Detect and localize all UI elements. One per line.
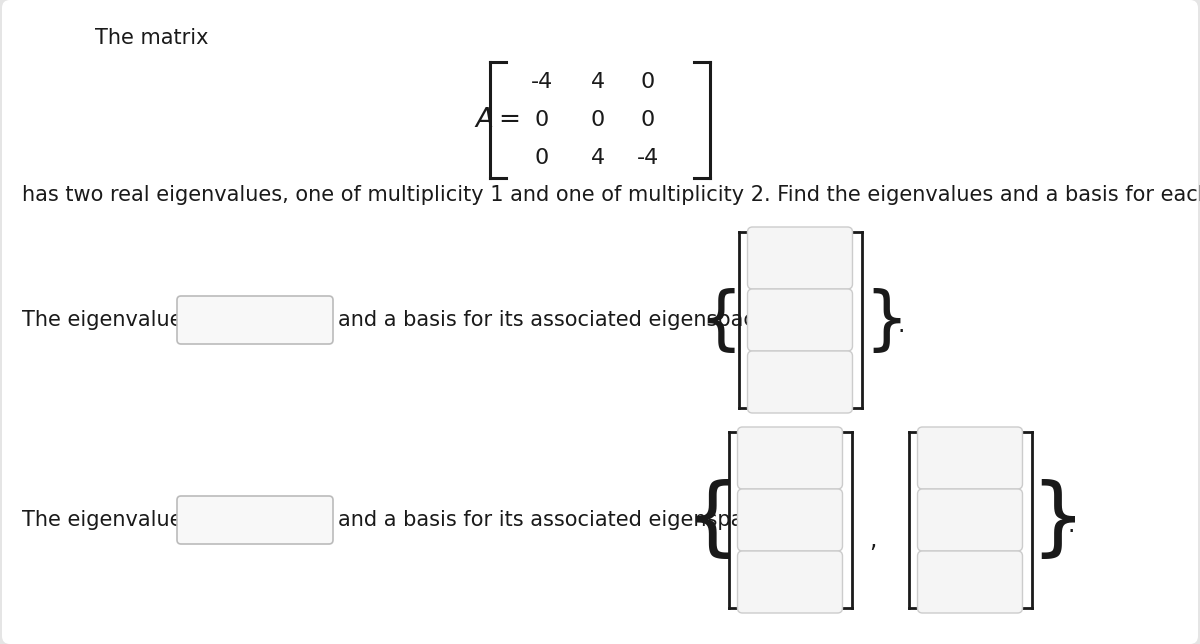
Text: -4: -4 — [637, 148, 659, 168]
FancyBboxPatch shape — [918, 551, 1022, 613]
FancyBboxPatch shape — [738, 551, 842, 613]
Text: $\{$: $\{$ — [684, 478, 730, 562]
Text: .: . — [898, 313, 905, 337]
FancyBboxPatch shape — [178, 496, 334, 544]
FancyBboxPatch shape — [748, 351, 852, 413]
Text: The eigenvalue λ₁ is: The eigenvalue λ₁ is — [22, 310, 233, 330]
FancyBboxPatch shape — [178, 296, 334, 344]
Text: 0: 0 — [535, 148, 550, 168]
Text: $\{$: $\{$ — [698, 285, 736, 354]
Text: The eigenvalue λ₂ is: The eigenvalue λ₂ is — [22, 510, 233, 530]
Text: -4: -4 — [530, 72, 553, 92]
Text: $A =$: $A =$ — [474, 107, 520, 133]
Text: 0: 0 — [641, 110, 655, 130]
FancyBboxPatch shape — [738, 427, 842, 489]
Text: and a basis for its associated eigenspace is: and a basis for its associated eigenspac… — [338, 310, 791, 330]
Text: 0: 0 — [641, 72, 655, 92]
Text: 0: 0 — [590, 110, 605, 130]
Text: 4: 4 — [590, 148, 605, 168]
Text: 4: 4 — [590, 72, 605, 92]
Text: .: . — [1067, 513, 1074, 537]
FancyBboxPatch shape — [748, 227, 852, 289]
Text: has two real eigenvalues, one of multiplicity 1 and one of multiplicity 2. Find : has two real eigenvalues, one of multipl… — [22, 185, 1200, 205]
FancyBboxPatch shape — [738, 489, 842, 551]
FancyBboxPatch shape — [748, 289, 852, 351]
Text: ,: , — [869, 528, 877, 552]
FancyBboxPatch shape — [918, 427, 1022, 489]
FancyBboxPatch shape — [2, 2, 92, 77]
Text: 0: 0 — [535, 110, 550, 130]
Text: $\}$: $\}$ — [864, 285, 901, 354]
Text: The matrix: The matrix — [95, 28, 209, 48]
Text: and a basis for its associated eigenspace is: and a basis for its associated eigenspac… — [338, 510, 791, 530]
Text: $\}$: $\}$ — [1030, 478, 1076, 562]
FancyBboxPatch shape — [918, 489, 1022, 551]
